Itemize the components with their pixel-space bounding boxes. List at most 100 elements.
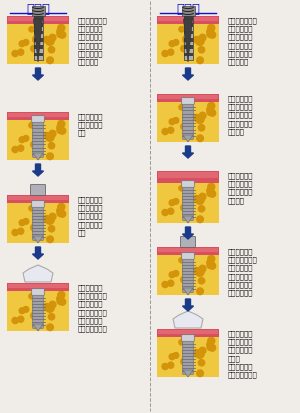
Circle shape [23, 219, 29, 225]
Circle shape [181, 277, 187, 283]
Bar [34, 24, 43, 28]
Bar [7, 291, 69, 331]
FancyBboxPatch shape [32, 289, 44, 296]
Circle shape [196, 350, 204, 358]
Bar [157, 255, 219, 295]
FancyBboxPatch shape [183, 258, 193, 292]
Bar [7, 204, 69, 243]
Bar [184, 28, 193, 32]
FancyBboxPatch shape [182, 98, 194, 105]
Circle shape [173, 40, 179, 46]
Bar [158, 330, 218, 334]
Circle shape [34, 143, 42, 151]
Circle shape [179, 258, 184, 263]
FancyArrow shape [32, 165, 44, 177]
Text: 局所麻酔の後、
専用のドリル
でインプラン
トと同じ長さ
と太さの穴を
あけます。: 局所麻酔の後、 専用のドリル でインプラン トと同じ長さ と太さの穴を あけます… [78, 17, 108, 65]
Circle shape [185, 28, 191, 33]
Bar [157, 183, 219, 223]
Circle shape [179, 186, 184, 192]
FancyBboxPatch shape [31, 185, 46, 196]
Circle shape [34, 47, 42, 55]
Circle shape [199, 35, 206, 42]
Circle shape [199, 113, 206, 120]
Circle shape [57, 125, 63, 131]
Circle shape [183, 36, 191, 45]
Circle shape [207, 107, 213, 114]
Bar [184, 57, 193, 61]
Circle shape [162, 363, 168, 370]
Circle shape [29, 206, 34, 211]
Circle shape [46, 216, 54, 225]
Bar [184, 17, 193, 21]
Bar [157, 103, 219, 142]
Bar [157, 17, 219, 25]
Circle shape [47, 154, 53, 160]
Polygon shape [23, 266, 53, 282]
Circle shape [209, 32, 216, 39]
Circle shape [48, 47, 55, 54]
Bar [34, 21, 43, 25]
Circle shape [208, 337, 215, 344]
Circle shape [168, 50, 174, 56]
Circle shape [12, 230, 18, 236]
Bar [34, 54, 43, 57]
Bar [8, 284, 68, 288]
Circle shape [208, 25, 215, 32]
FancyArrow shape [32, 69, 44, 81]
Polygon shape [183, 370, 193, 377]
FancyBboxPatch shape [33, 294, 43, 328]
FancyArrow shape [182, 228, 194, 240]
Circle shape [162, 210, 168, 216]
Bar [158, 18, 218, 22]
Bar [184, 54, 193, 57]
Text: 骨との結合が
確認されたら、
土台を取付け
型を取ります。
被せ物を装着
し、終了です。: 骨との結合が 確認されたら、 土台を取付け 型を取ります。 被せ物を装着 し、終… [78, 283, 108, 332]
Circle shape [46, 133, 54, 142]
Circle shape [31, 313, 37, 319]
Circle shape [58, 292, 65, 299]
FancyBboxPatch shape [182, 181, 194, 188]
Circle shape [183, 349, 191, 357]
Circle shape [185, 258, 191, 263]
Circle shape [209, 344, 216, 351]
Circle shape [169, 272, 175, 278]
Circle shape [57, 32, 63, 38]
Circle shape [207, 188, 213, 195]
Circle shape [23, 136, 29, 142]
Bar [8, 114, 68, 118]
FancyBboxPatch shape [32, 201, 44, 208]
Circle shape [173, 271, 179, 277]
Bar [32, 7, 44, 17]
Circle shape [29, 123, 34, 129]
Circle shape [57, 299, 63, 305]
Bar [184, 17, 193, 61]
Circle shape [19, 308, 25, 314]
Circle shape [185, 340, 191, 345]
Bar [182, 7, 194, 17]
Circle shape [57, 211, 63, 217]
Circle shape [184, 206, 192, 214]
Circle shape [58, 204, 65, 211]
Circle shape [33, 215, 41, 223]
Circle shape [34, 313, 42, 321]
Circle shape [59, 299, 66, 306]
Circle shape [47, 324, 53, 331]
Circle shape [33, 132, 41, 140]
Circle shape [46, 304, 54, 313]
Circle shape [31, 142, 37, 149]
Circle shape [209, 263, 216, 270]
Circle shape [196, 196, 204, 205]
Circle shape [184, 125, 192, 133]
Circle shape [179, 105, 184, 111]
Circle shape [12, 318, 18, 324]
Circle shape [194, 115, 200, 121]
Circle shape [35, 294, 41, 299]
Circle shape [18, 50, 24, 56]
Circle shape [44, 37, 50, 44]
Circle shape [173, 199, 179, 205]
Circle shape [23, 307, 29, 313]
Circle shape [168, 362, 174, 368]
Bar [157, 95, 219, 103]
Circle shape [194, 349, 200, 356]
Bar [8, 197, 68, 201]
FancyArrow shape [32, 247, 44, 259]
